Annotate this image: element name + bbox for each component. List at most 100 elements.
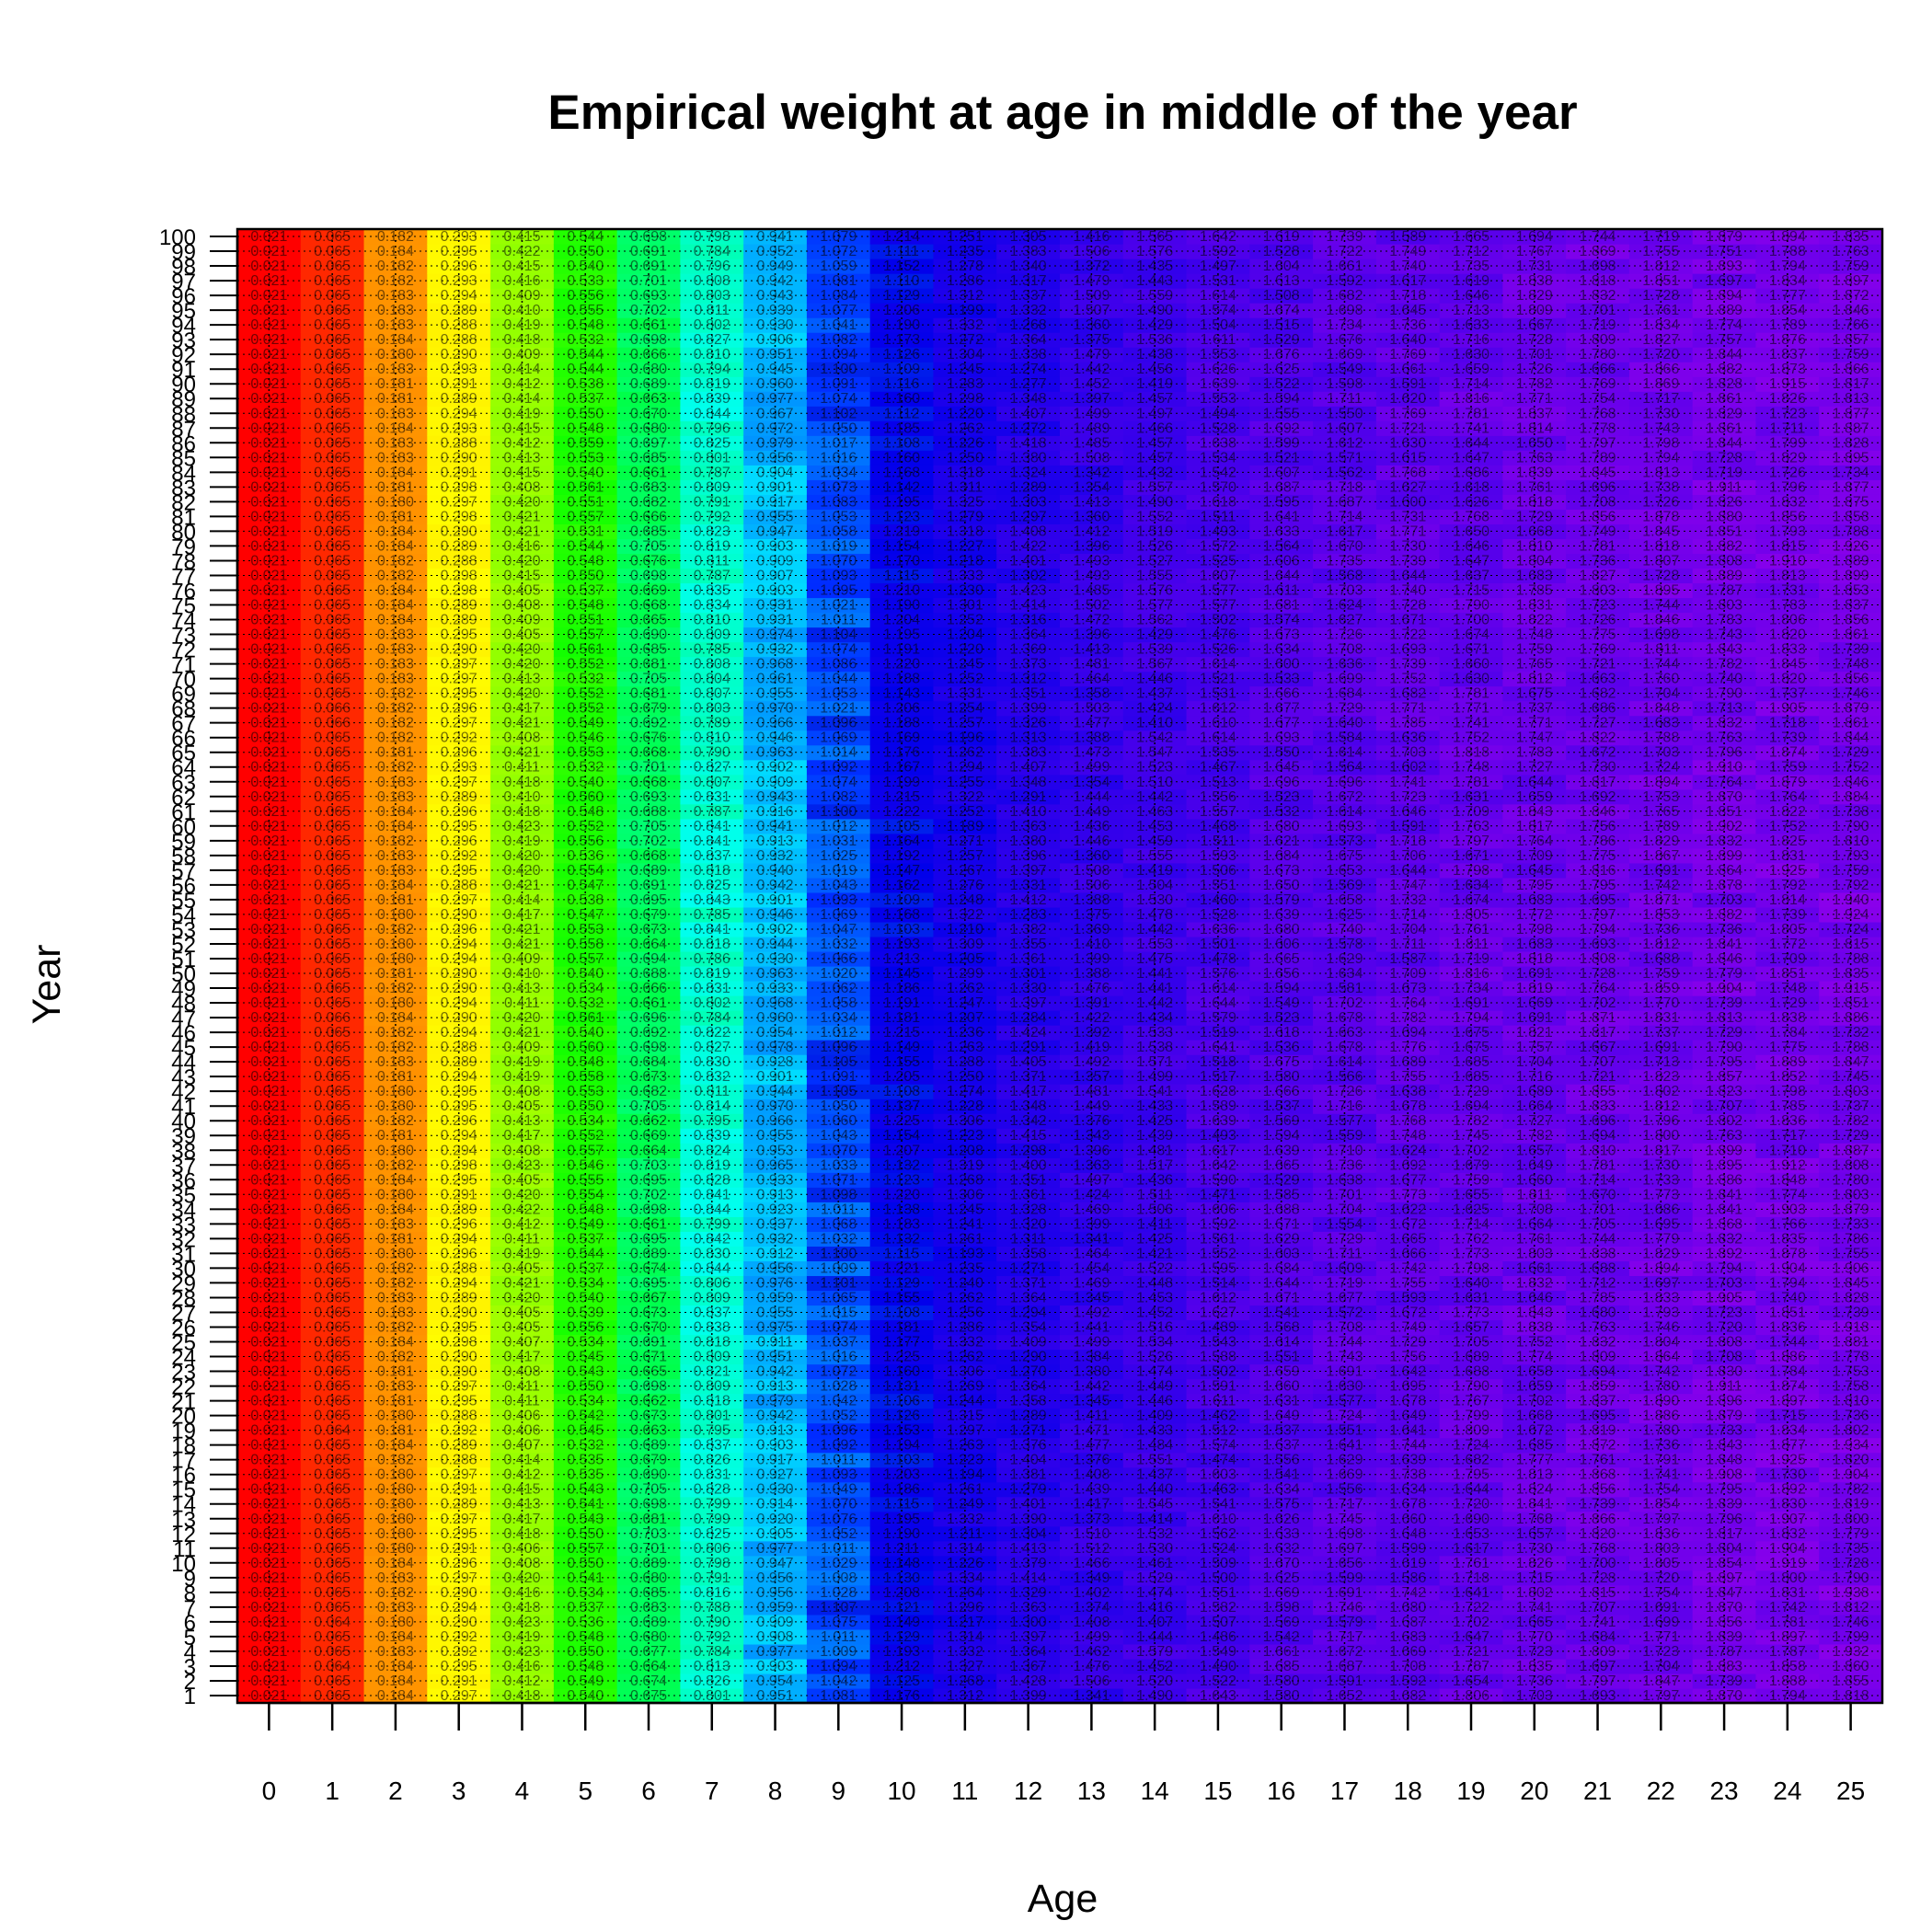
cell-value-label: 0.546 (567, 730, 604, 746)
heatmap-cell (237, 391, 302, 407)
cell-value-label: 1.729 (1516, 509, 1553, 524)
cell-value-label: 1.634 (1389, 1482, 1426, 1498)
cell-value-label: 0.698 (630, 1040, 667, 1055)
cell-value-label: 0.290 (441, 642, 477, 658)
cell-value-label: 0.685 (630, 1585, 667, 1601)
cell-value-label: 0.670 (630, 406, 667, 421)
cell-value-label: 1.731 (1516, 259, 1553, 274)
cell-value-label: 0.947 (757, 1556, 794, 1571)
cell-value-label: 0.689 (630, 376, 667, 392)
cell-value-label: 1.240 (947, 1275, 983, 1291)
cell-value-label: 1.442 (1073, 1379, 1110, 1395)
heatmap-cell (237, 229, 302, 245)
cell-value-label: 0.790 (694, 1615, 730, 1630)
cell-value-label: 1.677 (1263, 716, 1300, 731)
cell-value-label: 1.744 (1580, 1231, 1616, 1247)
cell-value-label: 0.182 (377, 553, 414, 569)
cell-value-label: 1.785 (1580, 1290, 1616, 1305)
cell-value-label: 1.589 (1200, 1098, 1236, 1114)
cell-value-label: 1.526 (1200, 642, 1236, 658)
cell-value-label: 0.977 (757, 391, 794, 407)
cell-value-label: 1.777 (1516, 1453, 1553, 1468)
cell-value-label: 1.867 (1642, 848, 1679, 864)
cell-value-label: 0.826 (694, 1453, 730, 1468)
cell-value-label: 0.421 (503, 1275, 540, 1291)
cell-value-label: 1.504 (1200, 317, 1236, 333)
cell-value-label: 1.600 (1263, 657, 1300, 673)
cell-value-label: 0.184 (377, 582, 414, 598)
cell-value-label: 0.297 (441, 657, 477, 673)
cell-value-label: 1.333 (947, 568, 983, 583)
cell-value-label: 1.311 (1010, 1231, 1046, 1247)
cell-value-label: 1.332 (947, 1335, 983, 1351)
cell-value-label: 1.050 (820, 1098, 857, 1114)
cell-value-label: 1.818 (1516, 494, 1553, 510)
cell-value-label: 1.569 (1263, 1615, 1300, 1630)
cell-value-label: 0.021 (250, 701, 287, 717)
cell-value-label: 1.804 (1642, 1335, 1679, 1351)
heatmap-cell (237, 656, 302, 673)
cell-value-label: 1.262 (947, 745, 983, 761)
cell-value-label: 1.062 (820, 981, 857, 996)
cell-value-label: 1.598 (1326, 376, 1363, 392)
cell-value-label: 1.074 (820, 775, 857, 790)
cell-value-label: 0.694 (630, 951, 667, 967)
cell-value-label: 1.397 (1010, 863, 1047, 879)
cell-value-label: 0.289 (441, 538, 477, 554)
cell-value-label: 1.647 (1453, 450, 1489, 466)
cell-value-label: 1.502 (1073, 598, 1110, 614)
cell-value-label: 1.696 (1326, 775, 1363, 790)
cell-value-label: 0.695 (630, 1231, 667, 1247)
cell-value-label: 1.829 (1642, 1246, 1679, 1261)
cell-value-label: 1.541 (1263, 1467, 1300, 1483)
cell-value-label: 1.435 (1136, 259, 1173, 274)
cell-value-label: 1.049 (820, 1482, 857, 1498)
cell-value-label: 1.625 (1263, 362, 1300, 377)
cell-value-label: 1.441 (1136, 966, 1173, 982)
cell-value-label: 1.591 (1389, 819, 1426, 834)
cell-value-label: 1.536 (1136, 332, 1173, 348)
heatmap-cell (363, 1466, 428, 1483)
cell-value-label: 1.730 (1389, 538, 1426, 554)
cell-value-label: 0.066 (314, 1010, 351, 1026)
cell-value-label: 1.363 (1010, 819, 1047, 834)
cell-value-label: 1.155 (883, 1290, 920, 1305)
cell-value-label: 0.065 (314, 1526, 351, 1542)
cell-value-label: 1.722 (1453, 1600, 1489, 1616)
cell-value-label: 1.579 (1200, 1010, 1236, 1026)
cell-value-label: 0.541 (567, 1570, 604, 1586)
cell-value-label: 1.296 (947, 1600, 983, 1616)
cell-value-label: 0.901 (757, 892, 794, 908)
cell-value-label: 1.593 (1389, 1290, 1426, 1305)
cell-value-label: 1.761 (1516, 479, 1553, 495)
heatmap-cell (237, 1187, 302, 1202)
cell-value-label: 1.771 (1389, 701, 1426, 717)
cell-value-label: 1.213 (883, 951, 920, 967)
cell-value-label: 1.619 (1263, 229, 1300, 245)
cell-value-label: 0.021 (250, 376, 287, 392)
cell-value-label: 0.065 (314, 1187, 351, 1202)
cell-value-label: 0.065 (314, 1319, 351, 1335)
cell-value-label: 1.493 (1073, 568, 1110, 583)
cell-value-label: 1.762 (1453, 1231, 1489, 1247)
cell-value-label: 1.069 (820, 730, 857, 746)
cell-value-label: 1.809 (1580, 332, 1616, 348)
cell-value-label: 1.523 (1263, 789, 1300, 805)
cell-value-label: 0.181 (377, 376, 414, 392)
cell-value-label: 1.712 (1580, 1275, 1616, 1291)
cell-value-label: 0.065 (314, 1379, 351, 1395)
cell-value-label: 1.390 (1010, 1512, 1047, 1527)
cell-value-label: 1.286 (947, 273, 983, 289)
cell-value-label: 1.837 (1516, 406, 1553, 421)
cell-value-label: 0.021 (250, 568, 287, 583)
cell-value-label: 1.413 (1073, 642, 1110, 658)
cell-value-label: 1.241 (947, 1216, 983, 1232)
cell-value-label: 0.182 (377, 922, 414, 937)
cell-value-label: 0.294 (441, 1143, 477, 1158)
cell-value-label: 0.542 (567, 1409, 604, 1424)
cell-value-label: 1.388 (1073, 892, 1110, 908)
cell-value-label: 0.065 (314, 391, 351, 407)
cell-value-label: 1.592 (1326, 273, 1363, 289)
cell-value-label: 1.459 (1136, 834, 1173, 849)
